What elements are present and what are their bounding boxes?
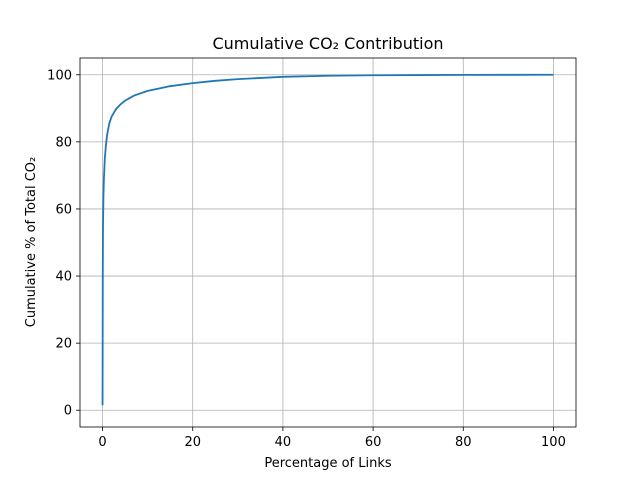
x-tick-label: 100 xyxy=(541,435,566,450)
plot-frame xyxy=(79,57,577,428)
line-layer xyxy=(101,73,554,406)
x-tick-label: 60 xyxy=(365,435,382,450)
x-tick-label: 40 xyxy=(275,435,292,450)
y-tick-label: 60 xyxy=(55,202,72,217)
y-tick-label: 100 xyxy=(47,68,72,83)
tick-layer: 0 20 40 60 80 100 0 20 40 60 80 100 xyxy=(47,68,566,450)
y-tick-label: 40 xyxy=(55,270,72,285)
x-tick-label: 80 xyxy=(455,435,472,450)
x-tick-label: 20 xyxy=(184,435,201,450)
y-tick-label: 0 xyxy=(64,404,72,419)
y-tick-label: 80 xyxy=(55,135,72,150)
series-line xyxy=(101,73,554,406)
y-axis-label: Cumulative % of Total CO₂ xyxy=(24,157,39,328)
grid-layer xyxy=(80,58,576,427)
chart-title: Cumulative CO₂ Contribution xyxy=(212,34,443,53)
y-tick-label: 20 xyxy=(55,337,72,352)
x-tick-label: 0 xyxy=(98,435,106,450)
x-axis-label: Percentage of Links xyxy=(264,456,392,471)
